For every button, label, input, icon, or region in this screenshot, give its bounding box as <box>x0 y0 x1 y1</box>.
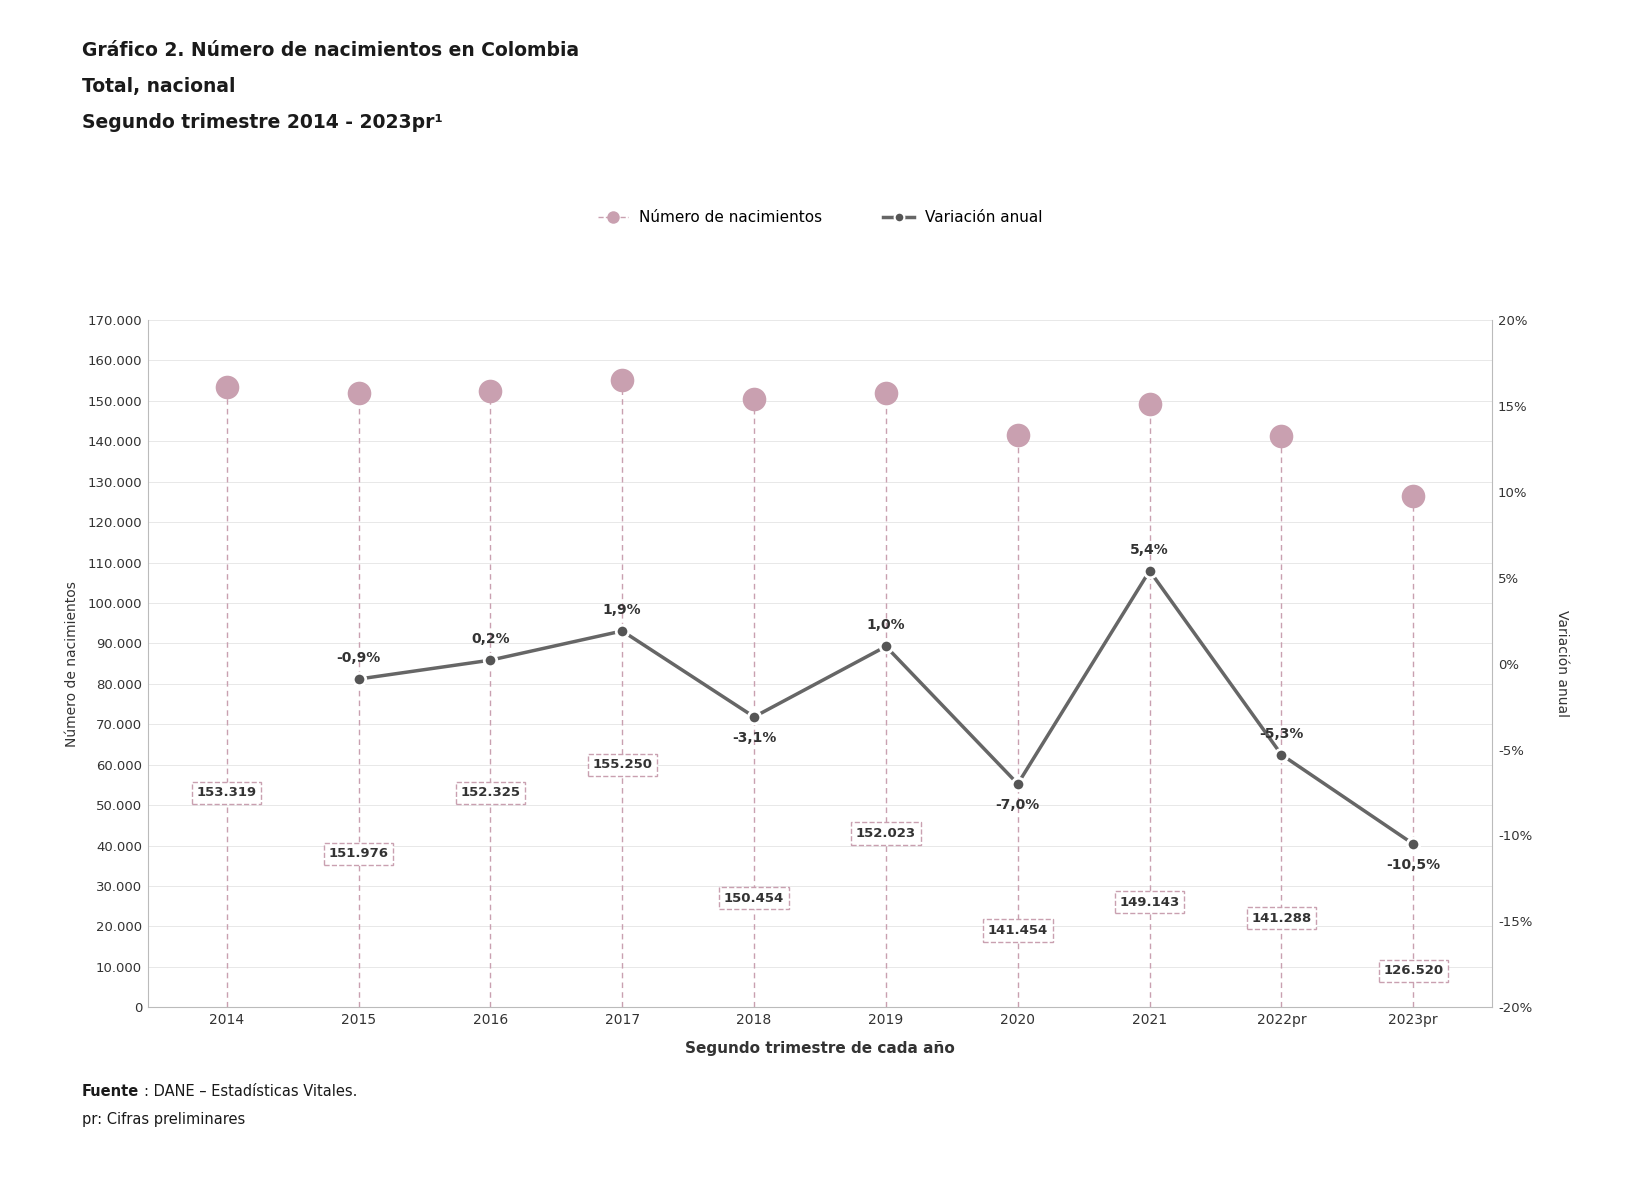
Text: -10,5%: -10,5% <box>1385 858 1439 872</box>
Text: 153.319: 153.319 <box>197 787 257 800</box>
Legend: Número de nacimientos, Variación anual: Número de nacimientos, Variación anual <box>592 204 1047 231</box>
Text: -7,0%: -7,0% <box>995 798 1039 812</box>
Text: Fuente: Fuente <box>82 1084 139 1100</box>
Text: Total, nacional: Total, nacional <box>82 77 236 96</box>
Text: 1,9%: 1,9% <box>603 603 641 617</box>
X-axis label: Segundo trimestre de cada año: Segundo trimestre de cada año <box>685 1040 954 1056</box>
Text: 149.143: 149.143 <box>1119 896 1178 909</box>
Text: -3,1%: -3,1% <box>731 731 775 745</box>
Text: 141.288: 141.288 <box>1251 911 1311 924</box>
Text: 1,0%: 1,0% <box>865 619 905 633</box>
Text: 150.454: 150.454 <box>723 891 783 904</box>
Text: -0,9%: -0,9% <box>336 651 380 665</box>
Text: 155.250: 155.250 <box>592 758 652 771</box>
Y-axis label: Número de nacimientos: Número de nacimientos <box>66 581 79 747</box>
Text: 126.520: 126.520 <box>1382 965 1442 978</box>
Text: : DANE – Estadísticas Vitales.: : DANE – Estadísticas Vitales. <box>144 1084 357 1100</box>
Text: pr: Cifras preliminares: pr: Cifras preliminares <box>82 1112 246 1127</box>
Text: -5,3%: -5,3% <box>1259 726 1303 741</box>
Text: 152.325: 152.325 <box>461 787 520 800</box>
Text: Gráfico 2. Número de nacimientos en Colombia: Gráfico 2. Número de nacimientos en Colo… <box>82 41 579 60</box>
Text: Segundo trimestre 2014 - 2023pr¹: Segundo trimestre 2014 - 2023pr¹ <box>82 113 443 132</box>
Text: 0,2%: 0,2% <box>470 632 510 646</box>
Text: 141.454: 141.454 <box>987 924 1047 937</box>
Text: 5,4%: 5,4% <box>1129 543 1169 557</box>
Text: 151.976: 151.976 <box>328 847 388 860</box>
Y-axis label: Variación anual: Variación anual <box>1554 610 1567 717</box>
Text: 152.023: 152.023 <box>856 827 916 840</box>
